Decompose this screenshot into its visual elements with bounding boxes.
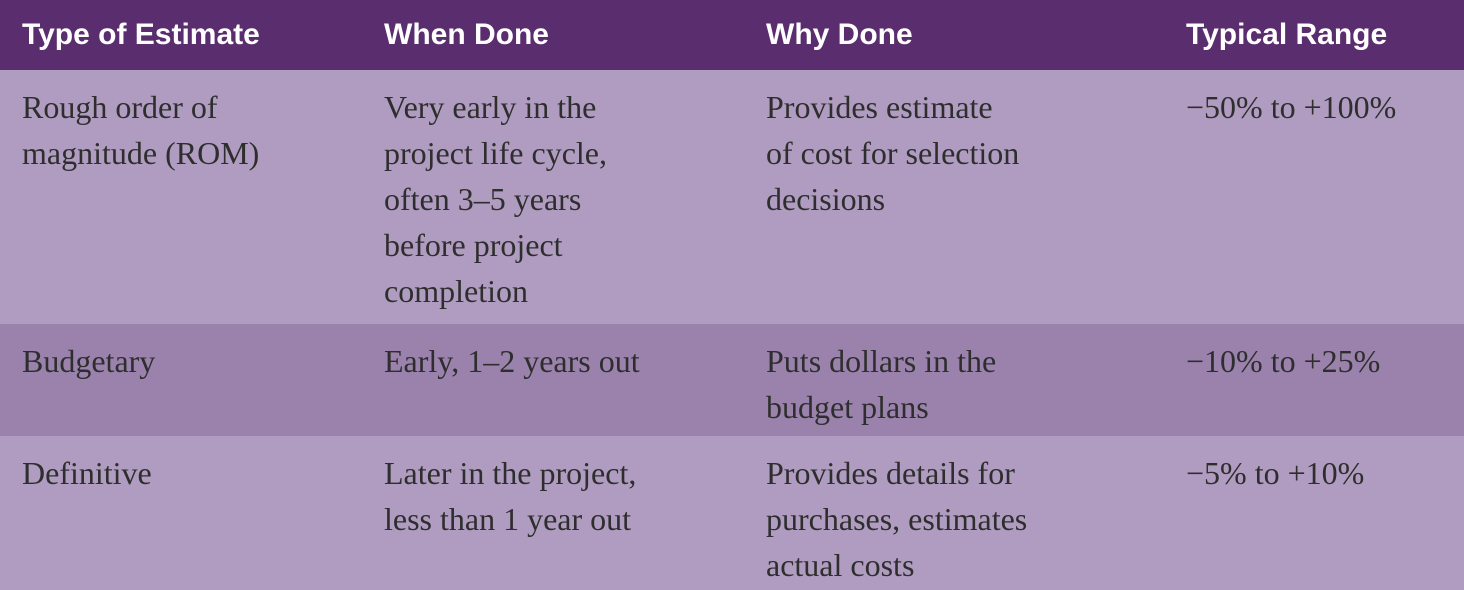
- cell-range: −10% to +25%: [1164, 324, 1464, 436]
- header-typical-range: Typical Range: [1186, 18, 1388, 51]
- cell-text: Budgetary: [22, 343, 156, 379]
- cell-text: magnitude (ROM): [22, 135, 260, 171]
- cell-text: −5% to +10%: [1186, 455, 1365, 491]
- header-when-done: When Done: [384, 18, 549, 51]
- cell-text: less than 1 year out: [384, 501, 632, 537]
- cell-text: Rough order of: [22, 89, 218, 125]
- cell-type: Definitive: [0, 436, 362, 590]
- cell-type: Budgetary: [0, 324, 362, 436]
- cell-text: decisions: [766, 181, 886, 217]
- cell-why: Puts dollars in the budget plans: [744, 324, 1164, 436]
- header-type-of-estimate: Type of Estimate: [22, 18, 260, 51]
- cell-range: −50% to +100%: [1164, 70, 1464, 324]
- cell-when: Very early in the project life cycle, of…: [362, 70, 744, 324]
- cell-text: of cost for selection: [766, 135, 1020, 171]
- cell-why: Provides details for purchases, estimate…: [744, 436, 1164, 590]
- cell-text: Definitive: [22, 455, 152, 491]
- cell-why: Provides estimate of cost for selection …: [744, 70, 1164, 324]
- cell-text: Puts dollars in the: [766, 343, 997, 379]
- cell-text: before project: [384, 227, 563, 263]
- table-header-row: Type of Estimate When Done Why Done Typi…: [0, 0, 1464, 70]
- cell-text: Later in the project,: [384, 455, 637, 491]
- table-row: Budgetary Early, 1–2 years out Puts doll…: [0, 324, 1464, 436]
- cell-text: often 3–5 years: [384, 181, 582, 217]
- table-row: Definitive Later in the project, less th…: [0, 436, 1464, 590]
- cell-text: purchases, estimates: [766, 501, 1028, 537]
- cell-text: −50% to +100%: [1186, 89, 1397, 125]
- header-why-done: Why Done: [766, 18, 913, 51]
- cell-text: Early, 1–2 years out: [384, 343, 640, 379]
- cell-type: Rough order of magnitude (ROM): [0, 70, 362, 324]
- cell-text: Very early in the: [384, 89, 597, 125]
- cell-text: budget plans: [766, 389, 929, 425]
- cell-when: Later in the project, less than 1 year o…: [362, 436, 744, 590]
- cell-text: completion: [384, 273, 528, 309]
- cell-range: −5% to +10%: [1164, 436, 1464, 590]
- table-row: Rough order of magnitude (ROM) Very earl…: [0, 70, 1464, 324]
- cell-text: project life cycle,: [384, 135, 607, 171]
- cell-text: −10% to +25%: [1186, 343, 1381, 379]
- cell-when: Early, 1–2 years out: [362, 324, 744, 436]
- cell-text: Provides estimate: [766, 89, 993, 125]
- cell-text: Provides details for: [766, 455, 1015, 491]
- cell-text: actual costs: [766, 547, 915, 583]
